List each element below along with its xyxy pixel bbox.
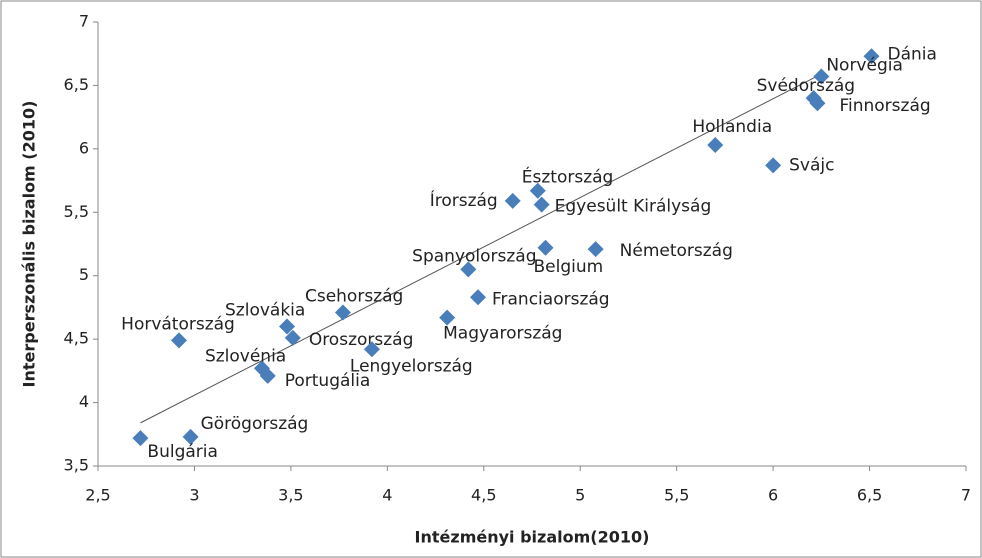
y-tick-label: 7 (79, 12, 89, 31)
point (259, 367, 276, 384)
x-tick-label: 4,5 (471, 486, 496, 505)
y-tick-label: 6,5 (64, 75, 89, 94)
point (460, 261, 477, 278)
point-label: Oroszország (309, 330, 414, 350)
x-axis-title: Intézményi bizalom(2010) (415, 528, 650, 547)
point-label: Portugália (285, 371, 371, 391)
y-tick-label: 6 (79, 138, 89, 157)
point-label: Szlovénia (205, 346, 286, 366)
point (707, 137, 724, 154)
y-tick-label: 4 (79, 392, 89, 411)
x-tick-label: 6 (768, 486, 778, 505)
x-tick-label: 5 (575, 486, 585, 505)
point-label: Hollandia (692, 117, 772, 137)
point-label: Görögország (201, 414, 309, 434)
point (504, 192, 521, 209)
point (363, 341, 380, 358)
point (529, 182, 546, 199)
point-label: Lengyelország (350, 356, 473, 376)
x-tick-label: 7 (961, 486, 971, 505)
x-tick-label: 3 (189, 486, 199, 505)
point-label: Magyarország (443, 324, 562, 344)
point-label: Írország (430, 189, 498, 211)
y-tick-label: 3,5 (64, 456, 89, 475)
point (809, 95, 826, 112)
point (284, 329, 301, 346)
point (813, 68, 830, 85)
point (765, 157, 782, 174)
x-tick-label: 4 (382, 486, 392, 505)
point-label: Szlovákia (225, 300, 305, 320)
point (469, 289, 486, 306)
y-tick-label: 4,5 (64, 329, 89, 348)
point (439, 309, 456, 326)
y-axis-title: Interperszonális bizalom (2010) (20, 101, 39, 388)
point (863, 48, 880, 65)
point-label: Egyesült Királyság (555, 197, 712, 217)
point (132, 430, 149, 447)
point-label: Csehország (305, 287, 403, 307)
trendline (140, 73, 822, 424)
y-tick-label: 5 (79, 265, 89, 284)
point (334, 304, 351, 321)
point-label: Finnország (839, 96, 930, 116)
point (587, 241, 604, 258)
point (279, 318, 296, 335)
x-tick-label: 6,5 (857, 486, 882, 505)
point (537, 239, 554, 256)
x-tick-label: 5,5 (664, 486, 689, 505)
point-label: Belgium (534, 257, 604, 277)
point-label: Norvégia (826, 56, 903, 76)
point-label: Svájc (789, 155, 834, 175)
point-label: Franciaország (492, 289, 610, 309)
y-tick-label: 5,5 (64, 202, 89, 221)
point-label: Németország (620, 241, 733, 261)
x-tick-label: 3,5 (278, 486, 303, 505)
point-label: Dánia (887, 44, 936, 64)
point (182, 428, 199, 445)
point-label: Spanyolország (412, 246, 536, 266)
point (533, 196, 550, 213)
x-tick-label: 2,5 (85, 486, 110, 505)
point (171, 332, 188, 349)
point-label: Észtország (522, 166, 614, 188)
point-label: Svédország (757, 76, 855, 96)
point-label: Horvátország (121, 314, 235, 334)
point-label: Bulgária (147, 442, 218, 462)
